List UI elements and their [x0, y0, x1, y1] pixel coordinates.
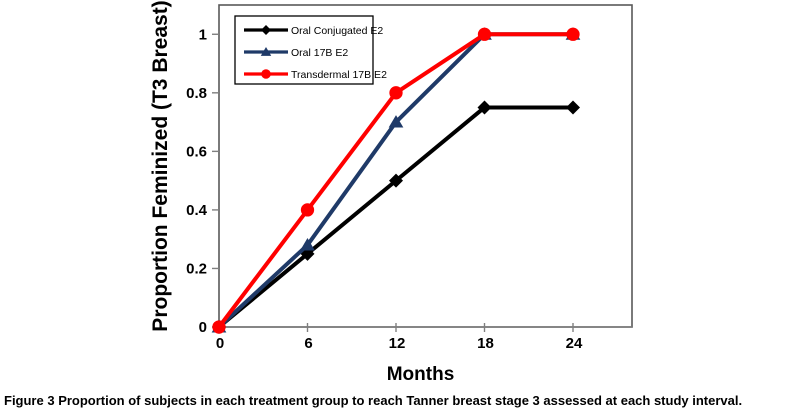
y-tick-label: 0 — [199, 319, 207, 336]
legend-marker — [261, 69, 271, 79]
y-axis: 0 0.2 0.4 0.6 0.8 1 — [186, 26, 219, 336]
legend-item-label: Oral Conjugated E2 — [291, 25, 383, 37]
x-tick-label: 18 — [477, 335, 494, 352]
legend-item-label: Transdermal 17B E2 — [291, 69, 387, 81]
legend-marker — [260, 47, 272, 56]
data-point-marker — [477, 27, 492, 41]
x-tick-label: 0 — [216, 335, 224, 352]
figure-caption-text: Proportion of subjects in each treatment… — [54, 393, 743, 408]
data-point-marker — [300, 238, 315, 251]
data-point-marker — [477, 100, 492, 115]
y-tick-label: 0.8 — [186, 85, 207, 102]
legend-item-label: Oral 17B E2 — [291, 47, 348, 59]
data-point-marker — [566, 27, 580, 41]
y-tick-label: 0.4 — [186, 202, 208, 219]
data-point-marker — [212, 320, 226, 334]
x-axis: 0 6 12 18 24 — [216, 323, 632, 352]
data-point-marker — [389, 86, 403, 100]
series-layer — [211, 27, 581, 334]
x-tick-label: 12 — [389, 335, 406, 352]
x-tick-label: 24 — [566, 335, 583, 352]
x-axis-title: Months — [387, 364, 455, 385]
legend: Oral Conjugated E2 Oral 17B E2 Transdermal… — [234, 15, 387, 85]
line-chart: 0 0.2 0.4 0.6 0.8 1 0 6 12 18 24 Oral Conjugated … — [149, 0, 633, 385]
data-point-marker — [566, 100, 580, 115]
y-tick-label: 0.6 — [186, 143, 207, 160]
data-point-marker — [389, 173, 403, 188]
y-tick-label: 1 — [199, 26, 207, 43]
y-axis-title: Proportion Feminized (T3 Breast) — [149, 0, 172, 331]
data-point-marker — [388, 115, 404, 128]
figure-caption: Figure 3 Proportion of subjects in each … — [4, 393, 792, 409]
y-tick-label: 0.2 — [186, 260, 207, 277]
figure-caption-label: Figure 3 — [4, 393, 55, 408]
legend-marker — [261, 25, 271, 35]
x-tick-label: 6 — [304, 335, 312, 352]
axis-titles: Months Proportion Feminized (T3 Breast) — [149, 0, 454, 385]
data-point-marker — [300, 203, 315, 217]
